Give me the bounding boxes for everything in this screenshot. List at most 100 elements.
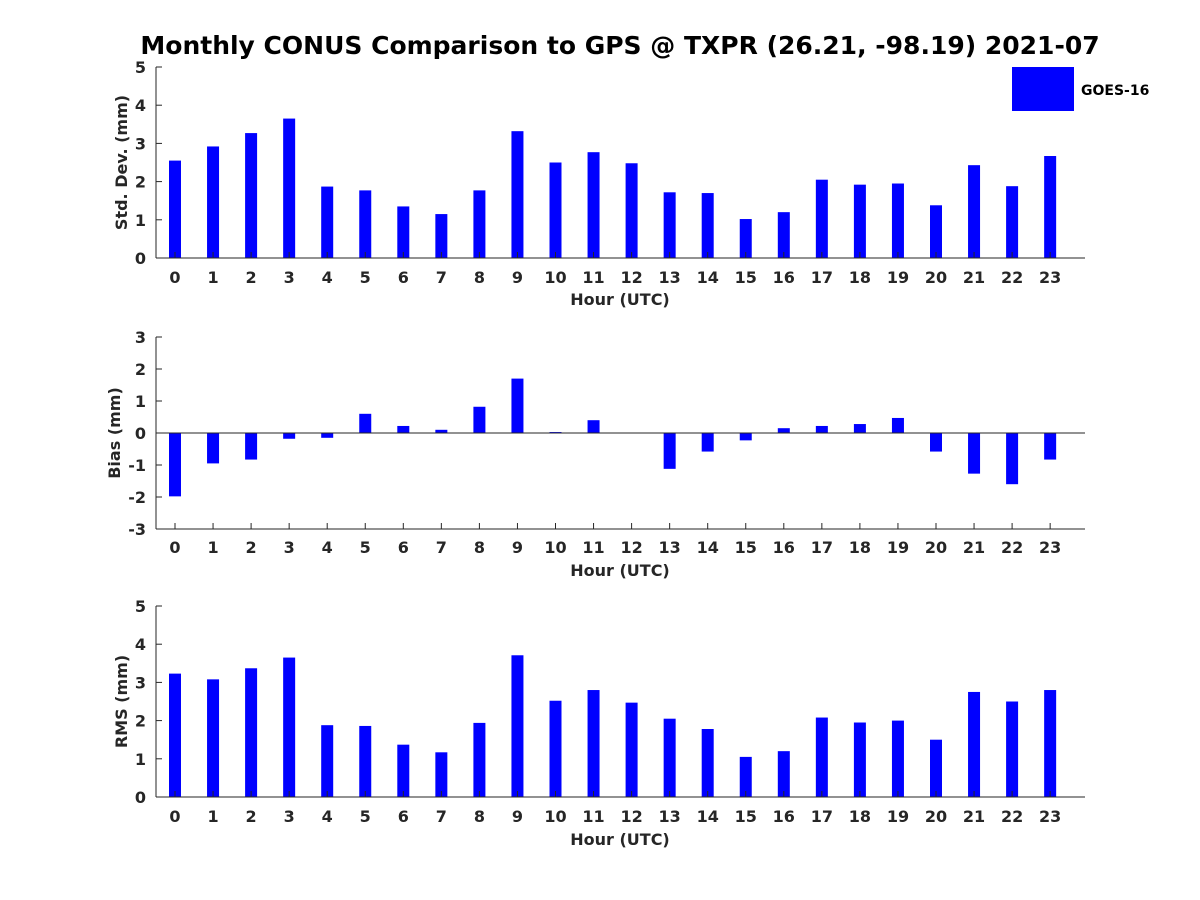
bias-bar-hour-7 — [435, 429, 448, 433]
bias-bar-hour-9 — [511, 378, 524, 433]
rms-x-tick-label: 8 — [474, 807, 485, 826]
stddev-bar-hour-10 — [549, 162, 562, 258]
rms-bar-hour-2 — [245, 668, 258, 797]
stddev-x-tick-label: 23 — [1039, 268, 1061, 287]
rms-y-axis-label: RMS (mm) — [112, 655, 131, 748]
rms-x-tick-label: 18 — [849, 807, 871, 826]
stddev-x-tick-label: 15 — [735, 268, 757, 287]
bias-bar-hour-2 — [245, 433, 258, 460]
rms-y-tick-label: 3 — [135, 673, 146, 692]
stddev-x-tick-label: 10 — [544, 268, 566, 287]
stddev-x-tick-label: 7 — [436, 268, 447, 287]
stddev-y-tick-label: 1 — [135, 211, 146, 230]
bias-x-tick-label: 9 — [512, 538, 523, 557]
stddev-x-tick-label: 19 — [887, 268, 909, 287]
rms-x-tick-label: 1 — [207, 807, 218, 826]
bias-x-tick-label: 18 — [849, 538, 871, 557]
bias-y-tick-label: -3 — [128, 520, 146, 539]
bias-bar-hour-1 — [207, 433, 220, 464]
bias-y-tick-label: 0 — [135, 424, 146, 443]
bias-x-tick-label: 16 — [773, 538, 795, 557]
rms-x-tick-label: 3 — [284, 807, 295, 826]
stddev-y-tick-label: 2 — [135, 173, 146, 192]
rms-x-tick-label: 5 — [360, 807, 371, 826]
bias-y-tick-label: -2 — [128, 488, 146, 507]
bias-x-tick-label: 6 — [398, 538, 409, 557]
bias-bar-hour-8 — [473, 406, 486, 433]
stddev-bar-hour-18 — [853, 184, 866, 258]
stddev-x-tick-label: 3 — [284, 268, 295, 287]
stddev-x-tick-label: 6 — [398, 268, 409, 287]
bias-x-tick-label: 4 — [322, 538, 333, 557]
rms-bar-hour-21 — [968, 691, 981, 797]
stddev-y-axis-label: Std. Dev. (mm) — [112, 95, 131, 230]
bias-x-tick-label: 2 — [246, 538, 257, 557]
stddev-x-tick-label: 17 — [811, 268, 833, 287]
rms-bar-hour-19 — [891, 720, 904, 797]
bias-x-tick-label: 14 — [697, 538, 719, 557]
bias-x-tick-label: 17 — [811, 538, 833, 557]
bias-bar-hour-16 — [777, 428, 790, 433]
rms-bar-hour-23 — [1044, 690, 1057, 797]
bias-x-tick-label: 1 — [207, 538, 218, 557]
rms-x-tick-label: 11 — [582, 807, 604, 826]
rms-x-axis-label: Hour (UTC) — [570, 830, 670, 849]
bias-x-tick-label: 12 — [620, 538, 642, 557]
stddev-x-tick-label: 8 — [474, 268, 485, 287]
stddev-bar-hour-3 — [283, 118, 296, 258]
rms-bar-hour-3 — [283, 657, 296, 797]
rms-bar-hour-1 — [207, 679, 220, 797]
bias-bar-hour-14 — [701, 433, 714, 452]
rms-bar-hour-11 — [587, 690, 600, 797]
bias-bar-hour-18 — [853, 424, 866, 433]
stddev-bar-hour-4 — [321, 186, 334, 258]
stddev-y-tick-label: 0 — [135, 249, 146, 268]
rms-y-tick-label: 2 — [135, 712, 146, 731]
bias-bar-hour-13 — [663, 433, 676, 469]
rms-x-tick-label: 23 — [1039, 807, 1061, 826]
stddev-bar-hour-12 — [625, 163, 638, 258]
stddev-bar-hour-0 — [169, 160, 181, 258]
rms-bar-hour-0 — [169, 673, 181, 797]
stddev-x-axis-label: Hour (UTC) — [570, 290, 670, 309]
stddev-x-tick-label: 18 — [849, 268, 871, 287]
stddev-x-tick-label: 1 — [207, 268, 218, 287]
bias-y-tick-label: 2 — [135, 360, 146, 379]
bias-bar-hour-17 — [815, 425, 828, 433]
stddev-x-tick-label: 0 — [169, 268, 180, 287]
stddev-bar-hour-7 — [435, 214, 448, 258]
stddev-x-tick-label: 13 — [659, 268, 681, 287]
rms-bar-hour-8 — [473, 722, 486, 797]
bias-x-tick-label: 8 — [474, 538, 485, 557]
rms-x-tick-label: 20 — [925, 807, 947, 826]
stddev-x-tick-label: 16 — [773, 268, 795, 287]
rms-bar-hour-14 — [701, 729, 714, 797]
bias-x-tick-label: 15 — [735, 538, 757, 557]
stddev-x-tick-label: 2 — [246, 268, 257, 287]
rms-bar-hour-10 — [549, 700, 562, 797]
stddev-bar-hour-14 — [701, 193, 714, 258]
rms-y-tick-label: 0 — [135, 788, 146, 807]
rms-bar-hour-20 — [930, 739, 942, 797]
bias-x-tick-label: 7 — [436, 538, 447, 557]
bias-bar-hour-0 — [169, 433, 181, 497]
rms-x-tick-label: 17 — [811, 807, 833, 826]
legend-label: GOES-16 — [1081, 83, 1149, 99]
bias-y-tick-label: 1 — [135, 392, 146, 411]
stddev-x-tick-label: 14 — [697, 268, 719, 287]
bias-y-tick-label: -1 — [128, 456, 146, 475]
rms-x-tick-label: 13 — [659, 807, 681, 826]
stddev-bar-hour-23 — [1044, 156, 1057, 258]
stddev-bar-hour-15 — [739, 219, 752, 258]
bias-x-tick-label: 20 — [925, 538, 947, 557]
stddev-bar-hour-13 — [663, 192, 676, 258]
rms-x-tick-label: 19 — [887, 807, 909, 826]
bias-y-tick-label: 3 — [135, 328, 146, 347]
bias-x-tick-label: 11 — [582, 538, 604, 557]
stddev-y-tick-label: 3 — [135, 134, 146, 153]
rms-bar-hour-12 — [625, 702, 638, 797]
legend: GOES-16 — [1012, 67, 1149, 111]
stddev-x-tick-label: 22 — [1001, 268, 1023, 287]
rms-x-tick-label: 7 — [436, 807, 447, 826]
